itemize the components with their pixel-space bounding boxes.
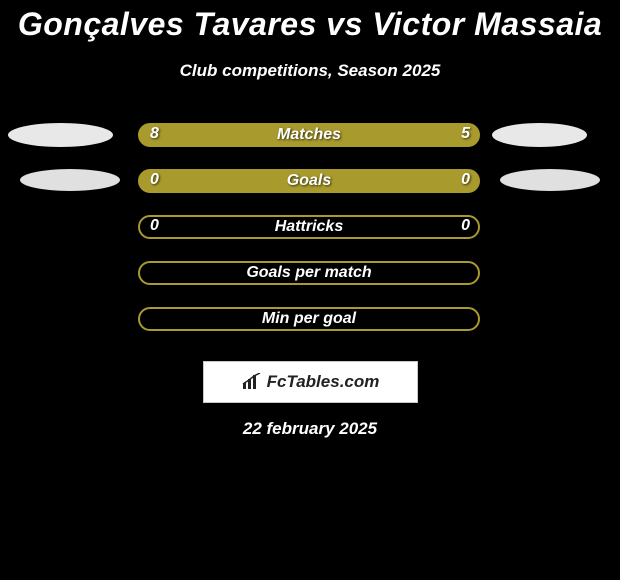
stat-label: Goals per match [246, 264, 371, 282]
source-logo-text: FcTables.com [267, 372, 380, 392]
stat-bar: Goals [138, 169, 480, 193]
stat-label: Matches [277, 126, 341, 144]
stat-row: Matches 8 5 [0, 123, 620, 169]
stat-value-left: 8 [150, 125, 159, 143]
stat-value-left: 0 [150, 217, 159, 235]
stat-bar: Min per goal [138, 307, 480, 331]
player-marker-right [500, 169, 600, 191]
comparison-subtitle: Club competitions, Season 2025 [0, 61, 620, 81]
comparison-title: Gonçalves Tavares vs Victor Massaia [0, 0, 620, 43]
player-marker-left [8, 123, 113, 147]
source-logo-box: FcTables.com [203, 361, 418, 403]
stat-value-right: 0 [461, 171, 470, 189]
stat-value-right: 5 [461, 125, 470, 143]
player-marker-right [492, 123, 587, 147]
stat-bar: Hattricks [138, 215, 480, 239]
stat-label: Min per goal [262, 310, 356, 328]
stat-value-right: 0 [461, 217, 470, 235]
stat-row: Min per goal [0, 307, 620, 353]
stat-row: Goals 0 0 [0, 169, 620, 215]
stat-bar: Matches [138, 123, 480, 147]
stat-row: Goals per match [0, 261, 620, 307]
stat-rows-container: Matches 8 5 Goals 0 0 Hattricks 0 0 Goals per mat… [0, 123, 620, 353]
stat-bar: Goals per match [138, 261, 480, 285]
comparison-date: 22 february 2025 [0, 419, 620, 439]
stat-value-left: 0 [150, 171, 159, 189]
stat-label: Hattricks [275, 218, 343, 236]
stat-row: Hattricks 0 0 [0, 215, 620, 261]
source-logo: FcTables.com [241, 372, 380, 392]
stat-label: Goals [287, 172, 331, 190]
player-marker-left [20, 169, 120, 191]
bar-chart-icon [241, 373, 263, 391]
